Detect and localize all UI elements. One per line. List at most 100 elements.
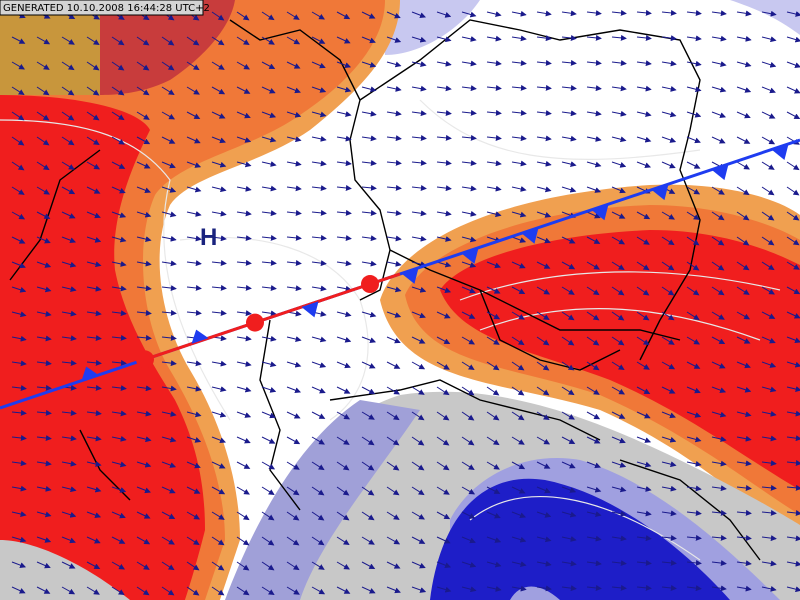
wind-arrow (711, 61, 727, 67)
wind-arrow (11, 536, 27, 543)
wind-arrow (361, 411, 375, 420)
warm-front-semicircle (361, 275, 379, 294)
wind-arrow (561, 436, 576, 444)
wind-arrow (511, 60, 527, 67)
wind-arrow (336, 135, 352, 142)
wind-arrow (236, 461, 251, 469)
wind-arrow (336, 461, 350, 471)
wind-arrow (486, 160, 502, 167)
wind-arrow (261, 234, 277, 241)
wind-arrow (161, 586, 175, 596)
wind-arrow (86, 136, 100, 145)
wind-arrow (386, 210, 402, 217)
wind-arrow (336, 184, 352, 191)
wind-arrow (186, 186, 202, 193)
wind-arrow (311, 386, 326, 394)
wind-arrow (261, 586, 275, 596)
wind-arrow (236, 259, 252, 266)
wind-arrows (11, 9, 800, 596)
wind-arrow (111, 111, 125, 121)
wind-arrow (761, 311, 776, 319)
wind-arrow (661, 236, 675, 246)
wind-arrow (536, 84, 552, 91)
wind-arrow (586, 436, 601, 444)
wind-arrow (111, 310, 127, 317)
wind-arrow (11, 36, 26, 44)
wind-arrow (661, 584, 677, 591)
wind-arrow (361, 260, 377, 267)
wind-arrow (661, 211, 675, 220)
wind-arrow (711, 35, 727, 42)
wind-arrow (586, 461, 601, 469)
wind-arrow (436, 361, 450, 370)
wind-arrow (336, 536, 350, 546)
wind-arrow (61, 61, 75, 71)
wind-arrow (611, 286, 625, 296)
wind-arrow (211, 411, 227, 418)
wind-arrow (536, 236, 551, 244)
wind-arrow (86, 236, 102, 243)
wind-arrow (411, 159, 427, 166)
wind-arrow (436, 261, 452, 268)
cold-front-triangle (771, 143, 789, 160)
warm-front-semicircle (246, 313, 264, 332)
wind-arrow (136, 309, 152, 316)
wind-arrow (761, 361, 777, 368)
wind-arrow (386, 361, 401, 369)
wind-arrow (236, 411, 252, 418)
wind-arrow (536, 436, 551, 445)
wind-arrow (236, 335, 252, 342)
wind-arrow (511, 160, 527, 167)
wind-arrow (786, 560, 800, 567)
wind-arrow (236, 136, 252, 143)
wind-arrow (211, 260, 227, 266)
wind-arrow (311, 234, 327, 241)
wind-arrow (686, 286, 700, 296)
wind-arrow (161, 260, 177, 267)
wind-arrow (686, 436, 702, 443)
wind-arrow (411, 386, 425, 395)
wind-arrow (436, 586, 452, 593)
wind-arrow (761, 211, 775, 221)
wind-arrow (536, 135, 552, 142)
wind-arrow (436, 236, 452, 242)
wind-arrow (761, 286, 775, 295)
wind-arrow (711, 585, 727, 592)
wind-arrow (11, 485, 27, 492)
wind-arrow (511, 461, 526, 470)
wind-arrow (86, 61, 100, 71)
wind-arrow (711, 311, 725, 320)
wind-arrow (136, 536, 151, 545)
wind-arrow (511, 336, 525, 346)
wind-arrow (111, 385, 127, 392)
wind-arrow (261, 486, 275, 495)
wind-arrow (786, 61, 800, 68)
wind-arrow (411, 361, 426, 370)
wind-arrow (111, 61, 125, 71)
wind-arrow (186, 86, 200, 95)
wind-arrow (636, 535, 652, 542)
wind-arrow (311, 536, 325, 546)
wind-arrow (411, 134, 427, 141)
wind-arrow (136, 186, 151, 194)
wind-arrow (86, 586, 100, 595)
wind-arrow (461, 361, 475, 371)
wind-arrow (86, 461, 102, 467)
wind-arrow (236, 235, 252, 242)
wind-arrow (461, 236, 477, 243)
wind-arrow (236, 310, 252, 317)
wind-arrow (686, 311, 700, 321)
wind-arrow (286, 61, 301, 69)
wind-arrow (161, 186, 177, 193)
wind-arrow (711, 111, 727, 118)
wind-arrow (511, 361, 525, 371)
wind-arrow (661, 161, 676, 169)
wind-arrow (36, 409, 52, 416)
wind-arrow (186, 511, 201, 520)
wind-arrow (461, 85, 477, 92)
wind-arrow (236, 61, 251, 70)
wind-arrow (586, 386, 600, 395)
wind-arrow (486, 361, 500, 371)
wind-arrow (561, 361, 575, 371)
wind-arrow (186, 161, 202, 168)
